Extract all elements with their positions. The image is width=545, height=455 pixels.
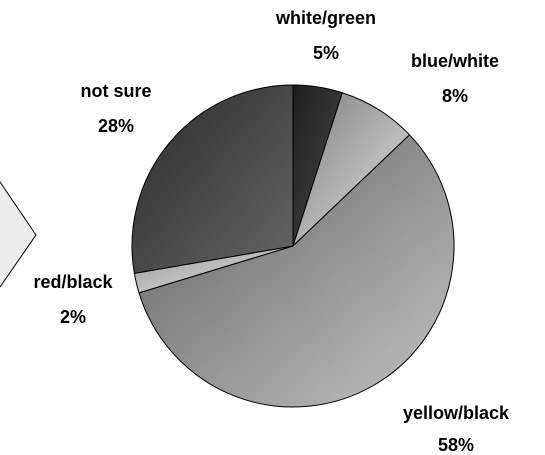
pie-slices — [131, 84, 455, 408]
label-not-sure-value: 28% — [98, 116, 134, 136]
label-white-green-value: 5% — [313, 43, 339, 63]
callout-arrow-shape — [0, 181, 37, 288]
pie-slice-not-sure — [131, 84, 294, 274]
label-not-sure-name: not sure — [80, 81, 151, 101]
pie-labels: white/green 5% blue/white 8% not sure 28… — [33, 8, 510, 455]
label-blue-white-name: blue/white — [411, 51, 499, 71]
label-yellow-black-name: yellow/black — [403, 403, 510, 423]
label-yellow-black-value: 58% — [438, 435, 474, 455]
pie-slice-yellow-black — [138, 134, 455, 408]
label-blue-white-value: 8% — [442, 86, 468, 106]
label-red-black-value: 2% — [60, 307, 86, 327]
label-red-black-name: red/black — [33, 272, 113, 292]
label-white-green-name: white/green — [275, 8, 376, 28]
